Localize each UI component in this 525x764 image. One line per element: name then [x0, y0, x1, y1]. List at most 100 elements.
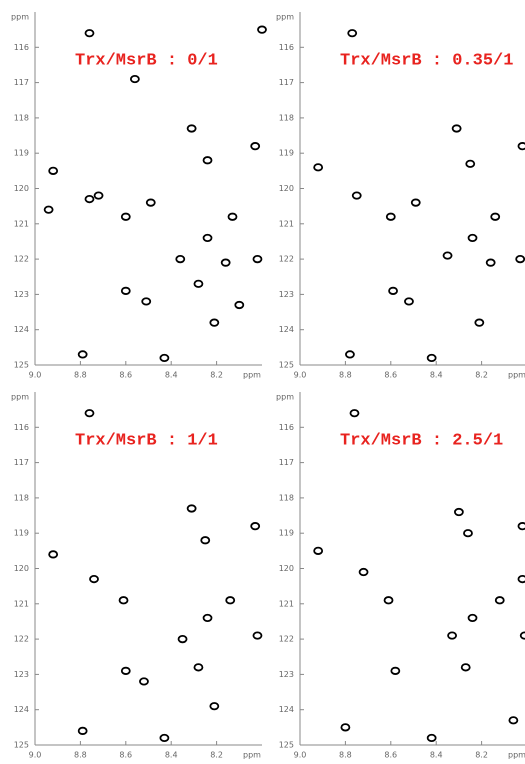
y-tick-label: 120 [279, 564, 294, 573]
x-axis-label: ppm [508, 371, 525, 380]
peak [48, 166, 59, 175]
peak [463, 529, 473, 538]
y-tick-label: 117 [279, 458, 294, 467]
y-tick-label: 121 [279, 219, 294, 228]
y-tick-label: 117 [14, 78, 29, 87]
y-tick-label: 122 [279, 635, 294, 644]
y-tick-label: 118 [14, 113, 29, 122]
x-tick-label: 8.6 [384, 751, 397, 760]
y-tick-label: 118 [279, 493, 294, 502]
peak [177, 634, 188, 644]
y-tick-label: 123 [14, 670, 29, 679]
peak [390, 666, 401, 675]
y-tick-label: 119 [14, 149, 29, 158]
y-tick-label: 116 [279, 43, 294, 52]
peak [426, 353, 437, 363]
peak [508, 716, 519, 725]
peak [93, 191, 104, 200]
peak [517, 142, 525, 151]
x-tick-label: 8.6 [384, 371, 397, 380]
y-tick-label: 116 [14, 43, 29, 52]
peak [159, 733, 170, 743]
peak [120, 212, 131, 221]
peak [517, 574, 525, 584]
peak [313, 546, 324, 555]
y-tick-label: 119 [14, 529, 29, 538]
y-tick-label: 121 [14, 219, 29, 228]
y-tick-label: 117 [279, 78, 294, 87]
peak [89, 574, 99, 584]
peak [202, 156, 213, 165]
peak [84, 194, 95, 204]
x-axis-label: ppm [243, 751, 261, 760]
y-tick-label: 116 [14, 423, 29, 432]
y-tick-label: 120 [14, 564, 29, 573]
y-tick-label: 120 [279, 184, 294, 193]
x-tick-label: 8.4 [165, 371, 178, 380]
panel-title: Trx/MsrB : 1/1 [75, 431, 218, 450]
x-tick-label: 8.6 [119, 371, 132, 380]
y-tick-label: 122 [279, 255, 294, 264]
peak [494, 596, 505, 605]
peak [351, 191, 362, 200]
x-tick-label: 8.8 [74, 371, 87, 380]
peak [193, 663, 204, 672]
y-tick-label: 118 [279, 113, 294, 122]
peak [460, 663, 471, 672]
peak [209, 318, 220, 327]
peak [48, 550, 59, 559]
peak [340, 723, 351, 732]
peak [118, 596, 129, 605]
y-tick-label: 125 [14, 361, 29, 370]
y-tick-label: 123 [279, 290, 294, 299]
peak [485, 258, 496, 267]
peak [347, 29, 358, 38]
y-axis-label: ppm [276, 13, 294, 22]
peak [474, 318, 485, 327]
peak [490, 212, 501, 221]
peak [358, 567, 369, 577]
peak [120, 666, 131, 675]
y-tick-label: 119 [279, 149, 294, 158]
peak [250, 142, 261, 151]
peak [145, 198, 156, 207]
peak [43, 205, 54, 214]
x-tick-label: 8.8 [74, 751, 87, 760]
y-tick-label: 123 [14, 290, 29, 299]
panel-title: Trx/MsrB : 0/1 [75, 51, 218, 70]
peak [345, 350, 355, 359]
x-tick-label: 8.4 [165, 751, 178, 760]
peak [388, 286, 398, 295]
x-tick-label: 8.2 [475, 371, 488, 380]
peak [404, 297, 414, 306]
peak [257, 25, 267, 34]
peak [519, 631, 525, 640]
peak [447, 631, 457, 640]
peak [202, 613, 213, 623]
y-tick-label: 125 [279, 361, 294, 370]
y-axis-label: ppm [11, 393, 29, 402]
y-tick-label: 121 [279, 599, 294, 608]
x-tick-label: 8.6 [119, 751, 132, 760]
peak [313, 163, 324, 172]
x-tick-label: 8.8 [339, 751, 352, 760]
x-tick-label: 8.2 [210, 751, 223, 760]
x-tick-label: 9.0 [29, 751, 42, 760]
y-tick-label: 122 [14, 635, 29, 644]
peak [129, 74, 140, 84]
x-tick-label: 9.0 [294, 751, 307, 760]
peak [186, 124, 197, 133]
peak [175, 255, 186, 264]
peak [465, 159, 476, 168]
peak [467, 613, 478, 623]
peak [202, 233, 213, 243]
peak [234, 300, 245, 310]
peak [227, 212, 238, 221]
y-tick-label: 122 [14, 255, 29, 264]
x-axis-label: ppm [508, 751, 525, 760]
x-tick-label: 9.0 [29, 371, 42, 380]
y-tick-label: 124 [279, 325, 294, 334]
y-tick-label: 117 [14, 458, 29, 467]
y-tick-label: 125 [279, 741, 294, 750]
